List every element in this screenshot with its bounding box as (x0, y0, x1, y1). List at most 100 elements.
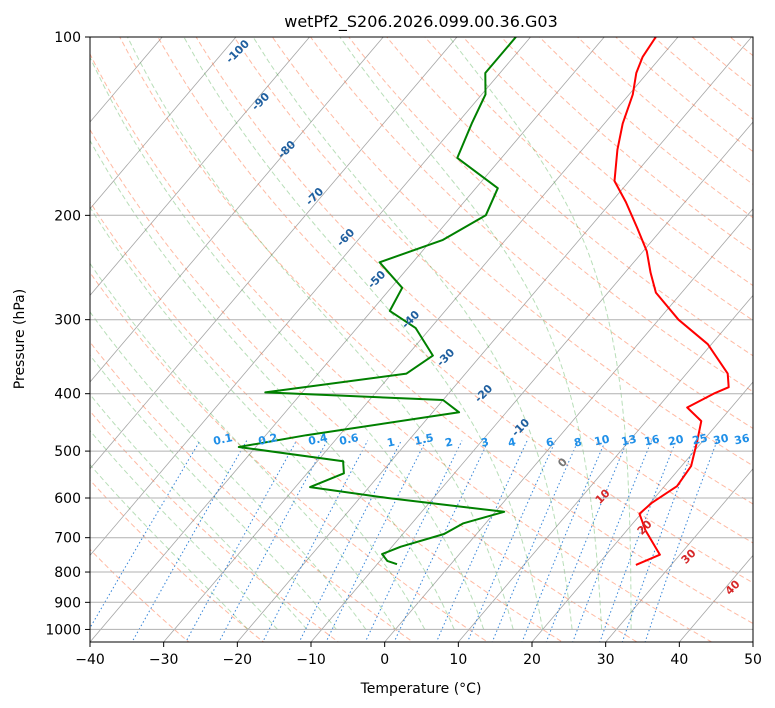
isotherm-line (90, 37, 532, 557)
chart-title: wetPf2_S206.2026.099.00.36.G03 (284, 12, 558, 32)
plot-background (90, 37, 753, 642)
mixing-ratio-line (185, 440, 297, 642)
x-tick-label: −20 (223, 652, 253, 668)
mixing-ratio-line (364, 440, 463, 642)
isotherm-line (90, 37, 384, 383)
temperature-profile-line (613, 37, 730, 566)
moist-adiabat-line (339, 37, 603, 630)
y-tick-label: 900 (54, 595, 81, 611)
mixing-ratio-label: 1 (386, 435, 396, 449)
y-tick-label: 400 (54, 387, 81, 403)
mixing-ratio-label: 36 (733, 431, 751, 447)
mixing-ratio-line (218, 440, 328, 642)
mixing-ratio-label: 16 (643, 432, 661, 448)
isotherm-line (90, 37, 311, 296)
mixing-ratio-label: 0.4 (307, 431, 329, 448)
mixing-ratio-line (131, 440, 248, 642)
moist-adiabat-line (90, 429, 278, 630)
x-tick-label: −40 (75, 652, 105, 668)
dry-adiabat-line (348, 37, 753, 393)
moist-adiabat-line (90, 463, 249, 630)
y-tick-label: 600 (54, 491, 81, 507)
mixing-ratio-label: 8 (573, 435, 583, 449)
dry-adiabat-line (90, 128, 638, 642)
moist-adiabat-line (90, 354, 337, 630)
isotherm-line (310, 121, 753, 642)
y-axis-label: Pressure (hPa) (12, 289, 28, 389)
x-axis-label: Temperature (°C) (360, 681, 482, 697)
mixing-ratio-line (393, 440, 489, 642)
isotherm-line (236, 37, 753, 642)
x-tick-label: 40 (670, 652, 688, 668)
mixing-ratio-label: 10 (593, 432, 611, 448)
moist-adiabat-line (127, 37, 514, 630)
x-tick-label: 20 (523, 652, 541, 668)
y-tick-label: 100 (54, 30, 81, 46)
y-tick-label: 1000 (45, 622, 81, 638)
dry-adiabat-line (157, 37, 753, 584)
plot-frame (89, 36, 754, 643)
series-layer (237, 37, 730, 566)
y-tick-label: 700 (54, 531, 81, 547)
x-tick-label: −10 (296, 652, 326, 668)
mixing-ratio-label: 0.1 (212, 431, 234, 448)
mixing-ratio-line (644, 440, 718, 642)
dewpoint-profile-line (237, 37, 517, 566)
isotherm-line (163, 37, 679, 642)
x-tick-label: 50 (744, 652, 762, 668)
x-tick-label: −30 (149, 652, 179, 668)
dry-adiabat-line (271, 37, 753, 467)
mixing-ratio-label: 2 (444, 435, 454, 449)
isotherm-line (90, 37, 237, 210)
moist-adiabat-line (183, 37, 544, 630)
mixing-ratio-label: 25 (691, 432, 709, 448)
dry-adiabat-line (90, 341, 414, 642)
mixing-ratio-label: 13 (620, 433, 638, 449)
isotherm-line (90, 37, 163, 123)
y-tick-label: 300 (54, 313, 81, 329)
y-tick-label: 800 (54, 565, 81, 581)
isotherm-line (90, 37, 605, 642)
dry-adiabat-line (576, 37, 753, 185)
background-lines (90, 37, 753, 642)
dry-adiabat-line (309, 37, 753, 429)
isotherm-line (605, 468, 753, 642)
mixing-ratio-label: 4 (507, 435, 518, 449)
moist-adiabat-line (448, 37, 632, 630)
y-tick-label: 500 (54, 444, 81, 460)
mixing-ratio-line (491, 440, 579, 642)
isotherm-line (90, 37, 458, 470)
moist-adiabat-line (90, 56, 485, 630)
mixing-ratio-label: 0.2 (257, 431, 279, 448)
mixing-ratio-label: 30 (712, 431, 730, 447)
dry-adiabat-line (90, 410, 340, 642)
mixing-ratio-label: 20 (667, 432, 685, 448)
mixing-ratio-line (90, 440, 201, 629)
x-tick-label: 10 (449, 652, 467, 668)
y-tick-label: 200 (54, 208, 81, 224)
mixing-ratio-label: 1.5 (413, 431, 435, 448)
isotherm-line (384, 208, 753, 642)
dry-adiabat-line (90, 271, 489, 642)
mixing-ratio-line (435, 440, 528, 642)
y-axis: 1000 900 800 700 600 500 400 300 200 100 (45, 30, 90, 638)
dry-adiabat-line (119, 37, 753, 625)
moist-adiabat-line (90, 311, 367, 630)
dry-adiabat-line (90, 52, 713, 642)
mixing-ratio-line (521, 440, 606, 642)
isotherm-line (531, 381, 753, 642)
mixing-ratio-label: 3 (480, 435, 490, 449)
x-axis: −40 −30 −20 −10 0 10 20 30 40 50 (75, 642, 762, 668)
dry-adiabat-line (424, 37, 753, 321)
x-tick-label: 30 (597, 652, 615, 668)
mixing-ratio-label: 0.6 (338, 431, 360, 448)
mixing-ratio-line (262, 440, 369, 642)
moist-adiabat-line (90, 262, 396, 630)
dry-adiabat-line (386, 37, 753, 357)
pressure-grid (90, 37, 753, 630)
moist-adiabat-line (90, 206, 426, 630)
x-tick-label: 0 (380, 652, 389, 668)
dry-adiabat-line (90, 479, 265, 642)
dry-adiabat-line (195, 37, 753, 544)
